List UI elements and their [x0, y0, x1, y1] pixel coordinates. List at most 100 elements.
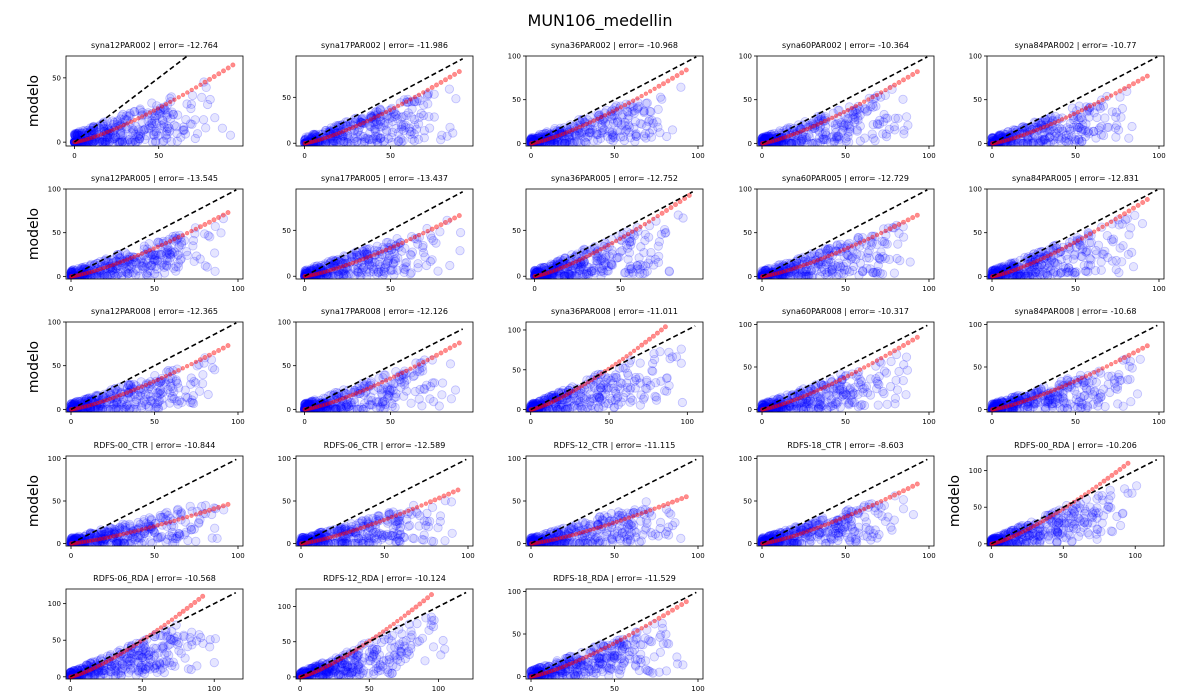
quantile-point [456, 69, 462, 75]
scatter-point [638, 106, 649, 116]
scatter-point [358, 118, 368, 129]
scatter-point [198, 370, 208, 380]
quantile-point [1038, 126, 1043, 131]
scatter-point [362, 249, 373, 259]
scatter-point [455, 228, 466, 238]
scatter-point [547, 271, 557, 279]
scatter-point [614, 103, 625, 113]
scatter-point [547, 270, 557, 279]
scatter-point [67, 266, 77, 276]
scatter-point [558, 138, 568, 146]
quantile-point [438, 79, 444, 85]
scatter-point [333, 135, 343, 145]
scatter-point [160, 105, 170, 115]
scatter-point [120, 137, 130, 146]
scatter-point [386, 105, 396, 115]
scatter-point [84, 135, 94, 145]
scatter-point [387, 116, 398, 127]
scatter-point [542, 132, 552, 142]
quantile-point [833, 250, 839, 256]
scatter-point [145, 123, 155, 133]
scatter-point [620, 121, 630, 131]
x-tick-label: 50 [610, 152, 619, 160]
scatter-point [554, 127, 564, 137]
scatter-point [1018, 138, 1028, 146]
quantile-point [837, 249, 843, 254]
quantile-point [322, 269, 328, 275]
scatter-point [992, 137, 1002, 146]
scatter-point [400, 264, 410, 275]
scatter-point [86, 123, 96, 133]
scatter-point [133, 125, 143, 135]
scatter-point [413, 134, 423, 144]
scatter-point [574, 128, 584, 138]
scatter-point [168, 109, 178, 119]
scatter-point [70, 130, 80, 140]
scatter-point [75, 270, 85, 279]
quantile-point [870, 234, 875, 240]
quantile-point [95, 133, 101, 138]
scatter-point [423, 99, 433, 109]
scatter-point [332, 130, 342, 140]
scatter-point [993, 138, 1004, 146]
scatter-point [71, 129, 81, 139]
scatter-point [303, 271, 313, 279]
scatter-point [210, 266, 220, 276]
x-tick-label: 50 [616, 285, 625, 293]
quantile-point [1024, 131, 1030, 136]
scatter-point [1064, 138, 1074, 146]
scatter-point [105, 126, 115, 136]
scatter-point [88, 137, 98, 146]
quantile-point [857, 240, 863, 245]
scatter-point [789, 123, 799, 133]
scatter-point [129, 257, 139, 267]
scatter-point [320, 138, 331, 146]
quantile-point [314, 138, 320, 143]
scatter-point [83, 271, 93, 279]
scatter-point [121, 266, 131, 277]
quantile-point [626, 100, 632, 106]
quantile-point [220, 345, 226, 351]
scatter-point [376, 384, 386, 395]
scatter-point [117, 271, 127, 279]
scatter-point [313, 138, 323, 146]
scatter-point [210, 221, 220, 231]
quantile-point [896, 80, 902, 86]
scatter-point [807, 121, 818, 132]
scatter-point [1080, 132, 1091, 142]
scatter-point [93, 265, 103, 275]
scatter-point [309, 271, 320, 279]
scatter-point [139, 125, 149, 135]
quantile-point [801, 128, 806, 133]
quantile-point [669, 75, 675, 81]
scatter-point [125, 252, 135, 263]
scatter-point [625, 240, 636, 250]
scatter-point [81, 269, 91, 279]
scatter-point [848, 106, 858, 116]
scatter-point [825, 244, 835, 254]
scatter-point [640, 129, 651, 139]
scatter-point [579, 117, 589, 127]
scatter-point [646, 132, 657, 142]
scatter-point [152, 256, 162, 266]
scatter-point [757, 137, 767, 146]
scatter-point [625, 133, 636, 143]
scatter-point [360, 134, 370, 144]
quantile-point [606, 111, 612, 116]
scatter-point [820, 129, 830, 139]
scatter-point [564, 133, 574, 143]
scatter-point [653, 122, 663, 132]
quantile-point [995, 140, 1001, 145]
scatter-point [785, 123, 795, 133]
scatter-point [118, 256, 128, 266]
scatter-point [190, 133, 200, 144]
scatter-point [371, 269, 381, 279]
scatter-point [1044, 133, 1055, 143]
scatter-point [117, 122, 127, 133]
quantile-point [111, 127, 116, 132]
scatter-point [399, 267, 409, 277]
scatter-point [838, 125, 848, 135]
scatter-point [122, 264, 132, 274]
scatter-point [162, 249, 172, 259]
